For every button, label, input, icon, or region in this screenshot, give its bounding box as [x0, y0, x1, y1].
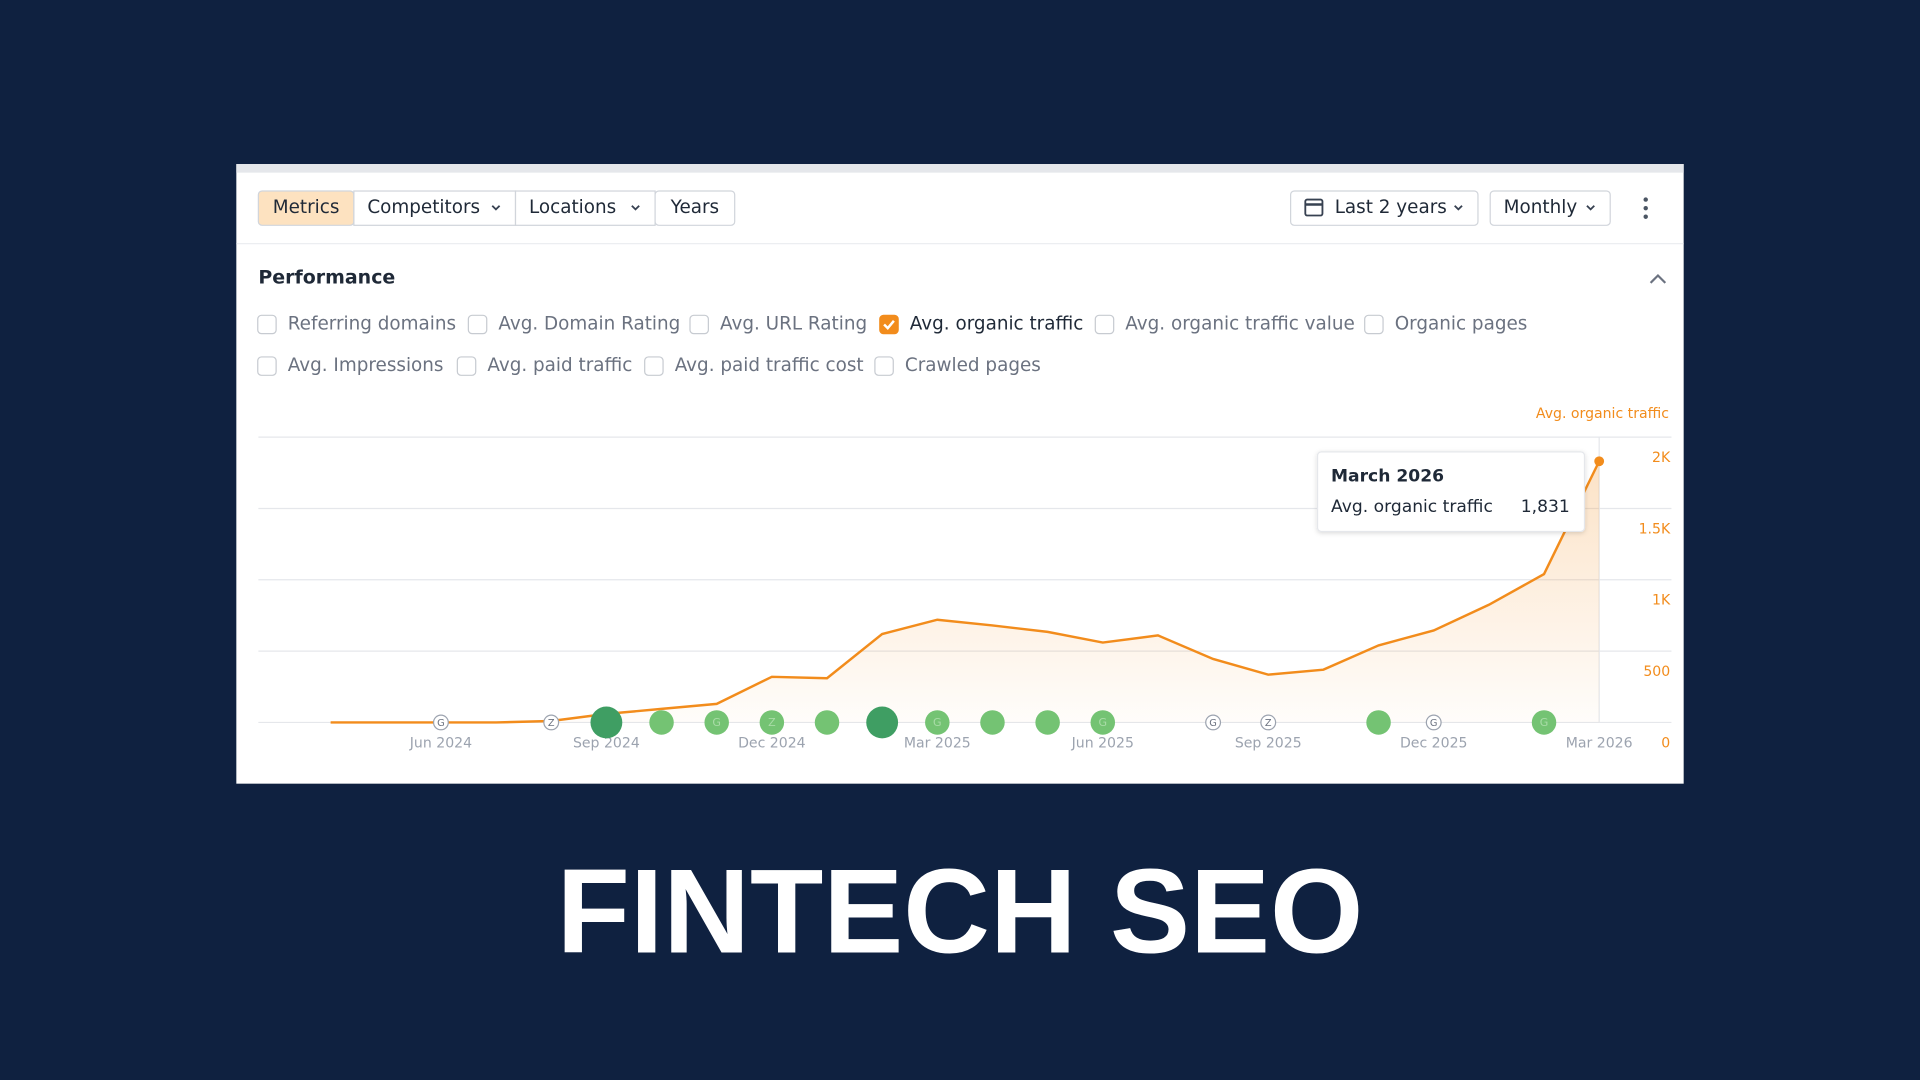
- event-marker-label: G: [1540, 716, 1549, 729]
- checkbox-label: Avg. URL Rating: [720, 313, 867, 334]
- event-marker[interactable]: [866, 706, 899, 739]
- event-marker-label: G: [437, 718, 445, 729]
- tooltip: [1316, 451, 1586, 533]
- event-marker[interactable]: [1425, 714, 1442, 731]
- more-menu-dot[interactable]: [1643, 205, 1648, 211]
- checkbox[interactable]: [1364, 314, 1384, 335]
- event-marker[interactable]: [704, 710, 729, 735]
- tab-label: Locations: [529, 197, 616, 218]
- checkbox[interactable]: [644, 356, 664, 376]
- event-marker[interactable]: [1366, 710, 1391, 735]
- x-tick-label: Dec 2024: [738, 735, 806, 751]
- tooltip-title: March 2026: [1331, 466, 1444, 486]
- checkbox[interactable]: [467, 314, 488, 335]
- tab[interactable]: [353, 190, 517, 226]
- y-tick-label: 500: [1643, 664, 1670, 680]
- event-marker-label: G: [1209, 718, 1217, 729]
- x-tick-label: Mar 2026: [1566, 735, 1633, 751]
- headline: FINTECH SEO: [557, 845, 1364, 979]
- event-marker-label: Z: [768, 716, 776, 729]
- x-tick-label: Mar 2025: [904, 735, 971, 751]
- x-tick-label: Jun 2024: [409, 735, 472, 751]
- tab-label: Metrics: [273, 197, 340, 218]
- checkbox-label: Avg. paid traffic: [487, 355, 632, 376]
- dropdown-chevron: [1586, 205, 1595, 211]
- more-menu-dot[interactable]: [1643, 214, 1648, 219]
- date-range-button[interactable]: [1290, 190, 1479, 226]
- event-marker[interactable]: [814, 710, 840, 735]
- event-marker-label: G: [933, 716, 942, 729]
- checkbox-label: Avg. paid traffic cost: [675, 355, 864, 376]
- checkbox-label: Referring domains: [288, 313, 456, 334]
- checkmark: [883, 320, 895, 330]
- checkbox-label: Avg. Impressions: [288, 355, 444, 376]
- line: [330, 460, 1601, 724]
- checkbox-label: Avg. organic traffic: [910, 313, 1084, 334]
- checkbox-label: Crawled pages: [905, 355, 1041, 376]
- checkbox[interactable]: [879, 314, 899, 335]
- event-marker[interactable]: [925, 710, 950, 735]
- y-tick-label: 2K: [1652, 450, 1671, 466]
- event-marker[interactable]: [980, 710, 1005, 735]
- x-tick-label: Jun 2025: [1071, 735, 1134, 751]
- panel-top-strip: [236, 164, 1684, 173]
- y-tick-label: 0: [1661, 735, 1670, 751]
- tab[interactable]: [514, 190, 656, 226]
- event-marker[interactable]: [1531, 710, 1557, 735]
- checkbox[interactable]: [689, 314, 709, 335]
- event-marker[interactable]: [1260, 714, 1277, 731]
- tab-label: Years: [670, 197, 719, 218]
- event-marker[interactable]: [590, 706, 623, 739]
- x-tick-label: Sep 2024: [573, 735, 640, 751]
- checkbox[interactable]: [257, 314, 277, 335]
- checkbox[interactable]: [257, 356, 277, 376]
- section-title: Performance: [258, 266, 395, 288]
- checkbox-label: Avg. organic traffic value: [1125, 313, 1355, 334]
- interval-label: Monthly: [1504, 197, 1578, 218]
- event-marker[interactable]: [759, 710, 785, 735]
- tab[interactable]: [654, 190, 736, 226]
- calendar-icon: [1304, 198, 1324, 217]
- event-marker[interactable]: [1090, 710, 1116, 735]
- event-marker-label: Z: [1265, 718, 1272, 729]
- tab-label: Competitors: [367, 197, 480, 218]
- checkbox-label: Avg. Domain Rating: [498, 313, 680, 334]
- event-marker[interactable]: [649, 710, 674, 735]
- tooltip-label: Avg. organic traffic: [1331, 497, 1493, 517]
- y-tick-label: 1K: [1652, 593, 1671, 609]
- collapse-chevron[interactable]: [1649, 273, 1667, 284]
- hover-point: [1594, 456, 1605, 467]
- y-axis-title: Avg. organic traffic: [1536, 406, 1669, 422]
- event-marker-label: G: [712, 716, 721, 729]
- checkbox[interactable]: [1094, 314, 1115, 335]
- y-tick-label: 1.5K: [1639, 521, 1671, 537]
- event-marker-label: G: [1430, 718, 1438, 729]
- checkbox[interactable]: [874, 356, 894, 376]
- checkbox[interactable]: [456, 356, 477, 376]
- interval-button[interactable]: [1489, 190, 1611, 226]
- area-fill: [330, 461, 1600, 723]
- dropdown-chevron: [1454, 205, 1463, 211]
- event-marker-label: Z: [548, 718, 555, 729]
- event-marker-label: G: [1099, 716, 1108, 729]
- date-range-label: Last 2 years: [1335, 197, 1447, 218]
- x-tick-label: Dec 2025: [1400, 735, 1468, 751]
- event-marker[interactable]: [1035, 710, 1060, 735]
- event-marker[interactable]: [432, 714, 449, 731]
- tooltip-value: 1,831: [1521, 497, 1570, 517]
- event-marker[interactable]: [543, 714, 560, 731]
- x-tick-label: Sep 2025: [1235, 735, 1302, 751]
- checkbox-label: Organic pages: [1395, 313, 1528, 334]
- dropdown-chevron: [491, 205, 501, 211]
- dropdown-chevron: [631, 205, 640, 211]
- more-menu-dot[interactable]: [1643, 197, 1648, 202]
- event-marker[interactable]: [1205, 714, 1222, 731]
